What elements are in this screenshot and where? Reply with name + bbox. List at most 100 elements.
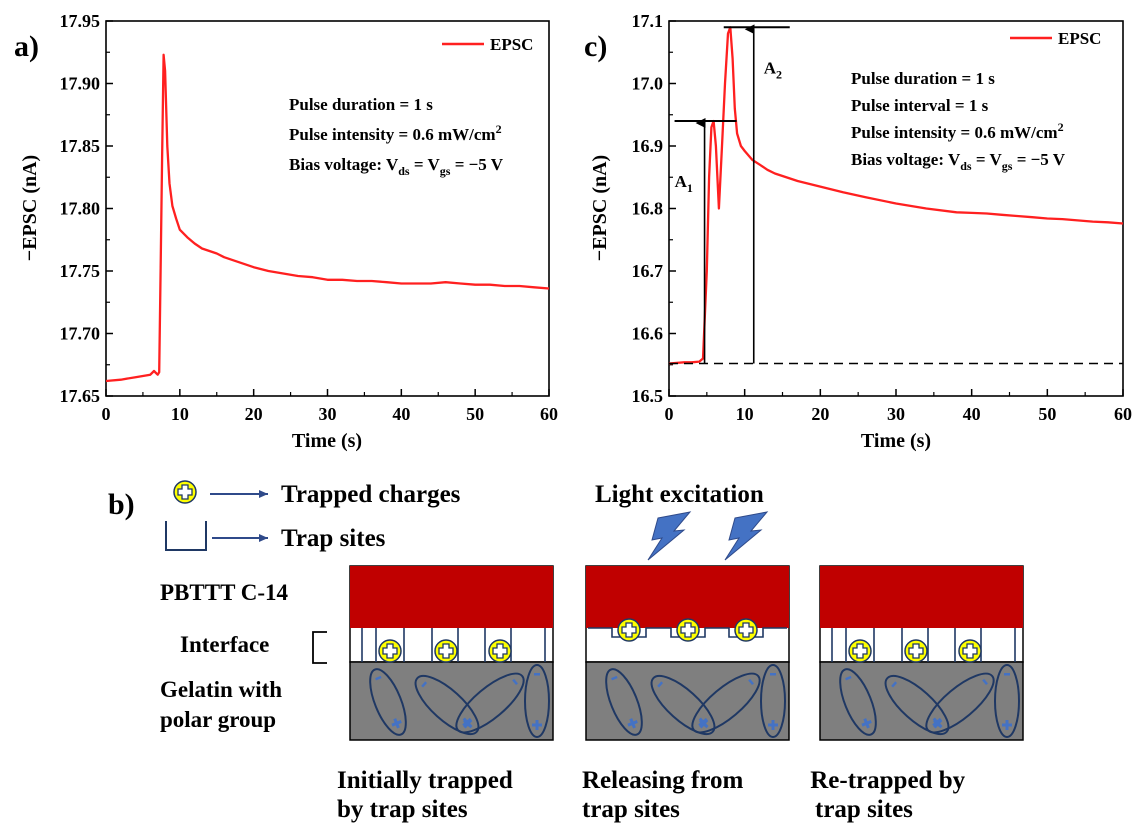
- polar-group-dipole: [839, 668, 877, 736]
- y-tick-label: 17.65: [60, 386, 101, 406]
- trapped-charge-icon: [378, 639, 402, 663]
- trapped-charge-icon: [904, 639, 928, 663]
- y-tick-label: 16.8: [632, 199, 664, 219]
- polar-group-dipole: [925, 672, 995, 734]
- panel-label-c: c): [584, 30, 607, 63]
- trapped-charge-legend-icon: [173, 480, 197, 504]
- trapped-charge-icon: [848, 639, 872, 663]
- polar-group-dipole: [605, 668, 643, 736]
- amplitude-label: A1: [675, 172, 693, 195]
- y-tick-label: 17.90: [60, 74, 101, 94]
- chart-panel-a: a) 0 10 20 30 40 50 60 17.65 17.70 17.75 17.80 17.8…: [14, 11, 558, 452]
- polar-group-dipole: [691, 672, 761, 734]
- trap-site-legend-icon: [165, 521, 207, 551]
- x-tick-label: 0: [102, 404, 111, 424]
- x-tick-label: 60: [1114, 404, 1132, 424]
- caption-1-line-2: by trap sites: [337, 796, 468, 823]
- layer-label-gelatin-2: polar group: [160, 707, 276, 732]
- x-tick-label: 50: [466, 404, 484, 424]
- pbttt-layer: [350, 566, 553, 628]
- trapped-charge-icon: [734, 618, 758, 642]
- trapped-charge-icon: [617, 618, 641, 642]
- pbttt-layer: [820, 566, 1023, 628]
- polar-group-dipole: [994, 664, 1020, 738]
- annotation-duration-c: Pulse duration = 1 s: [851, 69, 995, 88]
- annotation-duration-a: Pulse duration = 1 s: [289, 95, 433, 114]
- annotation-bias-c: Bias voltage: Vds = Vgs = −5 V: [851, 150, 1066, 173]
- legend-trap-sites: Trap sites: [281, 525, 386, 552]
- layer-label-polymer: PBTTT C-14: [160, 580, 289, 605]
- y-tick-label: 17.70: [60, 324, 101, 344]
- legend-label-c: EPSC: [1058, 29, 1101, 48]
- x-tick-label: 30: [887, 404, 905, 424]
- annotation-bias-a: Bias voltage: Vds = Vgs = −5 V: [289, 155, 504, 178]
- legend-trapped-charges: Trapped charges: [281, 481, 461, 508]
- amplitude-label: A2: [764, 58, 782, 81]
- x-tick-label: 20: [811, 404, 829, 424]
- pbttt-layer: [586, 566, 789, 628]
- y-tick-label: 16.7: [632, 261, 664, 281]
- trapped-charge-icon: [958, 639, 982, 663]
- gelatin-layer: [585, 661, 790, 741]
- y-tick-label: 17.0: [632, 74, 664, 94]
- y-tick-label: 16.5: [632, 386, 664, 406]
- polar-group-dipole: [760, 664, 786, 738]
- x-tick-label: 30: [319, 404, 337, 424]
- y-axis-label-a: −EPSC (nA): [19, 155, 41, 261]
- device-stack-2: [585, 565, 790, 741]
- x-tick-label: 40: [392, 404, 410, 424]
- x-tick-label: 0: [665, 404, 674, 424]
- y-tick-label: 16.6: [632, 324, 664, 344]
- device-stack-1: [349, 565, 554, 741]
- x-axis-label-c: Time (s): [861, 430, 931, 452]
- chart-panel-c: c) 0 10 20 30 40 50 60 16.5 16.6 16.7 16.8 16.9 17.0…: [584, 11, 1132, 452]
- annotation-intensity-a: Pulse intensity = 0.6 mW/cm2: [289, 122, 502, 144]
- schematic-panel-b: b) Trapped charges Trap sites Light exci…: [108, 480, 1024, 823]
- series-line-epsc: [105, 53, 550, 383]
- lightning-bolt-icon: [647, 511, 692, 561]
- trap-site: [954, 628, 982, 662]
- caption-2-line-2: trap sites: [582, 796, 680, 823]
- x-tick-label: 10: [171, 404, 189, 424]
- y-axis-label-c: −EPSC (nA): [589, 155, 611, 261]
- light-excitation-label: Light excitation: [595, 481, 764, 508]
- legend-label-a: EPSC: [490, 35, 533, 54]
- polar-group-dipole: [524, 664, 550, 738]
- series-line-epsc: [668, 26, 1124, 365]
- annotation-intensity-c: Pulse intensity = 0.6 mW/cm2: [851, 120, 1064, 142]
- panel-label-a: a): [14, 30, 39, 63]
- trap-site: [901, 628, 929, 662]
- interface-bracket: [312, 631, 327, 664]
- trap-site: [484, 628, 512, 662]
- y-tick-label: 17.85: [60, 136, 101, 156]
- gelatin-layer: [349, 661, 554, 741]
- layer-label-interface: Interface: [180, 632, 269, 657]
- device-stack-3: [819, 565, 1024, 741]
- trapped-charge-icon: [488, 639, 512, 663]
- caption-3-line-1: Re-trapped by: [804, 767, 966, 794]
- y-tick-label: 17.75: [60, 261, 101, 281]
- caption-3-line-2: trap sites: [815, 796, 913, 823]
- polar-group-dipole: [455, 672, 525, 734]
- x-tick-label: 50: [1038, 404, 1056, 424]
- panel-label-b: b): [108, 488, 135, 521]
- gelatin-layer: [819, 661, 1024, 741]
- layer-label-gelatin-1: Gelatin with: [160, 677, 282, 702]
- y-tick-label: 17.1: [632, 11, 664, 31]
- x-tick-label: 40: [963, 404, 981, 424]
- trap-site: [431, 628, 459, 662]
- trap-site: [845, 628, 875, 662]
- x-tick-label: 20: [245, 404, 263, 424]
- x-tick-label: 60: [540, 404, 558, 424]
- caption-1-line-1: Initially trapped: [337, 767, 513, 794]
- y-tick-label: 17.95: [60, 11, 101, 31]
- lightning-bolt-icon: [724, 511, 769, 561]
- x-tick-label: 10: [736, 404, 754, 424]
- x-axis-label-a: Time (s): [292, 430, 362, 452]
- y-tick-label: 16.9: [632, 136, 664, 156]
- polar-group-dipole: [369, 668, 407, 736]
- trapped-charge-icon: [434, 639, 458, 663]
- caption-2-line-1: Releasing from: [582, 767, 743, 794]
- trapped-charge-icon: [676, 618, 700, 642]
